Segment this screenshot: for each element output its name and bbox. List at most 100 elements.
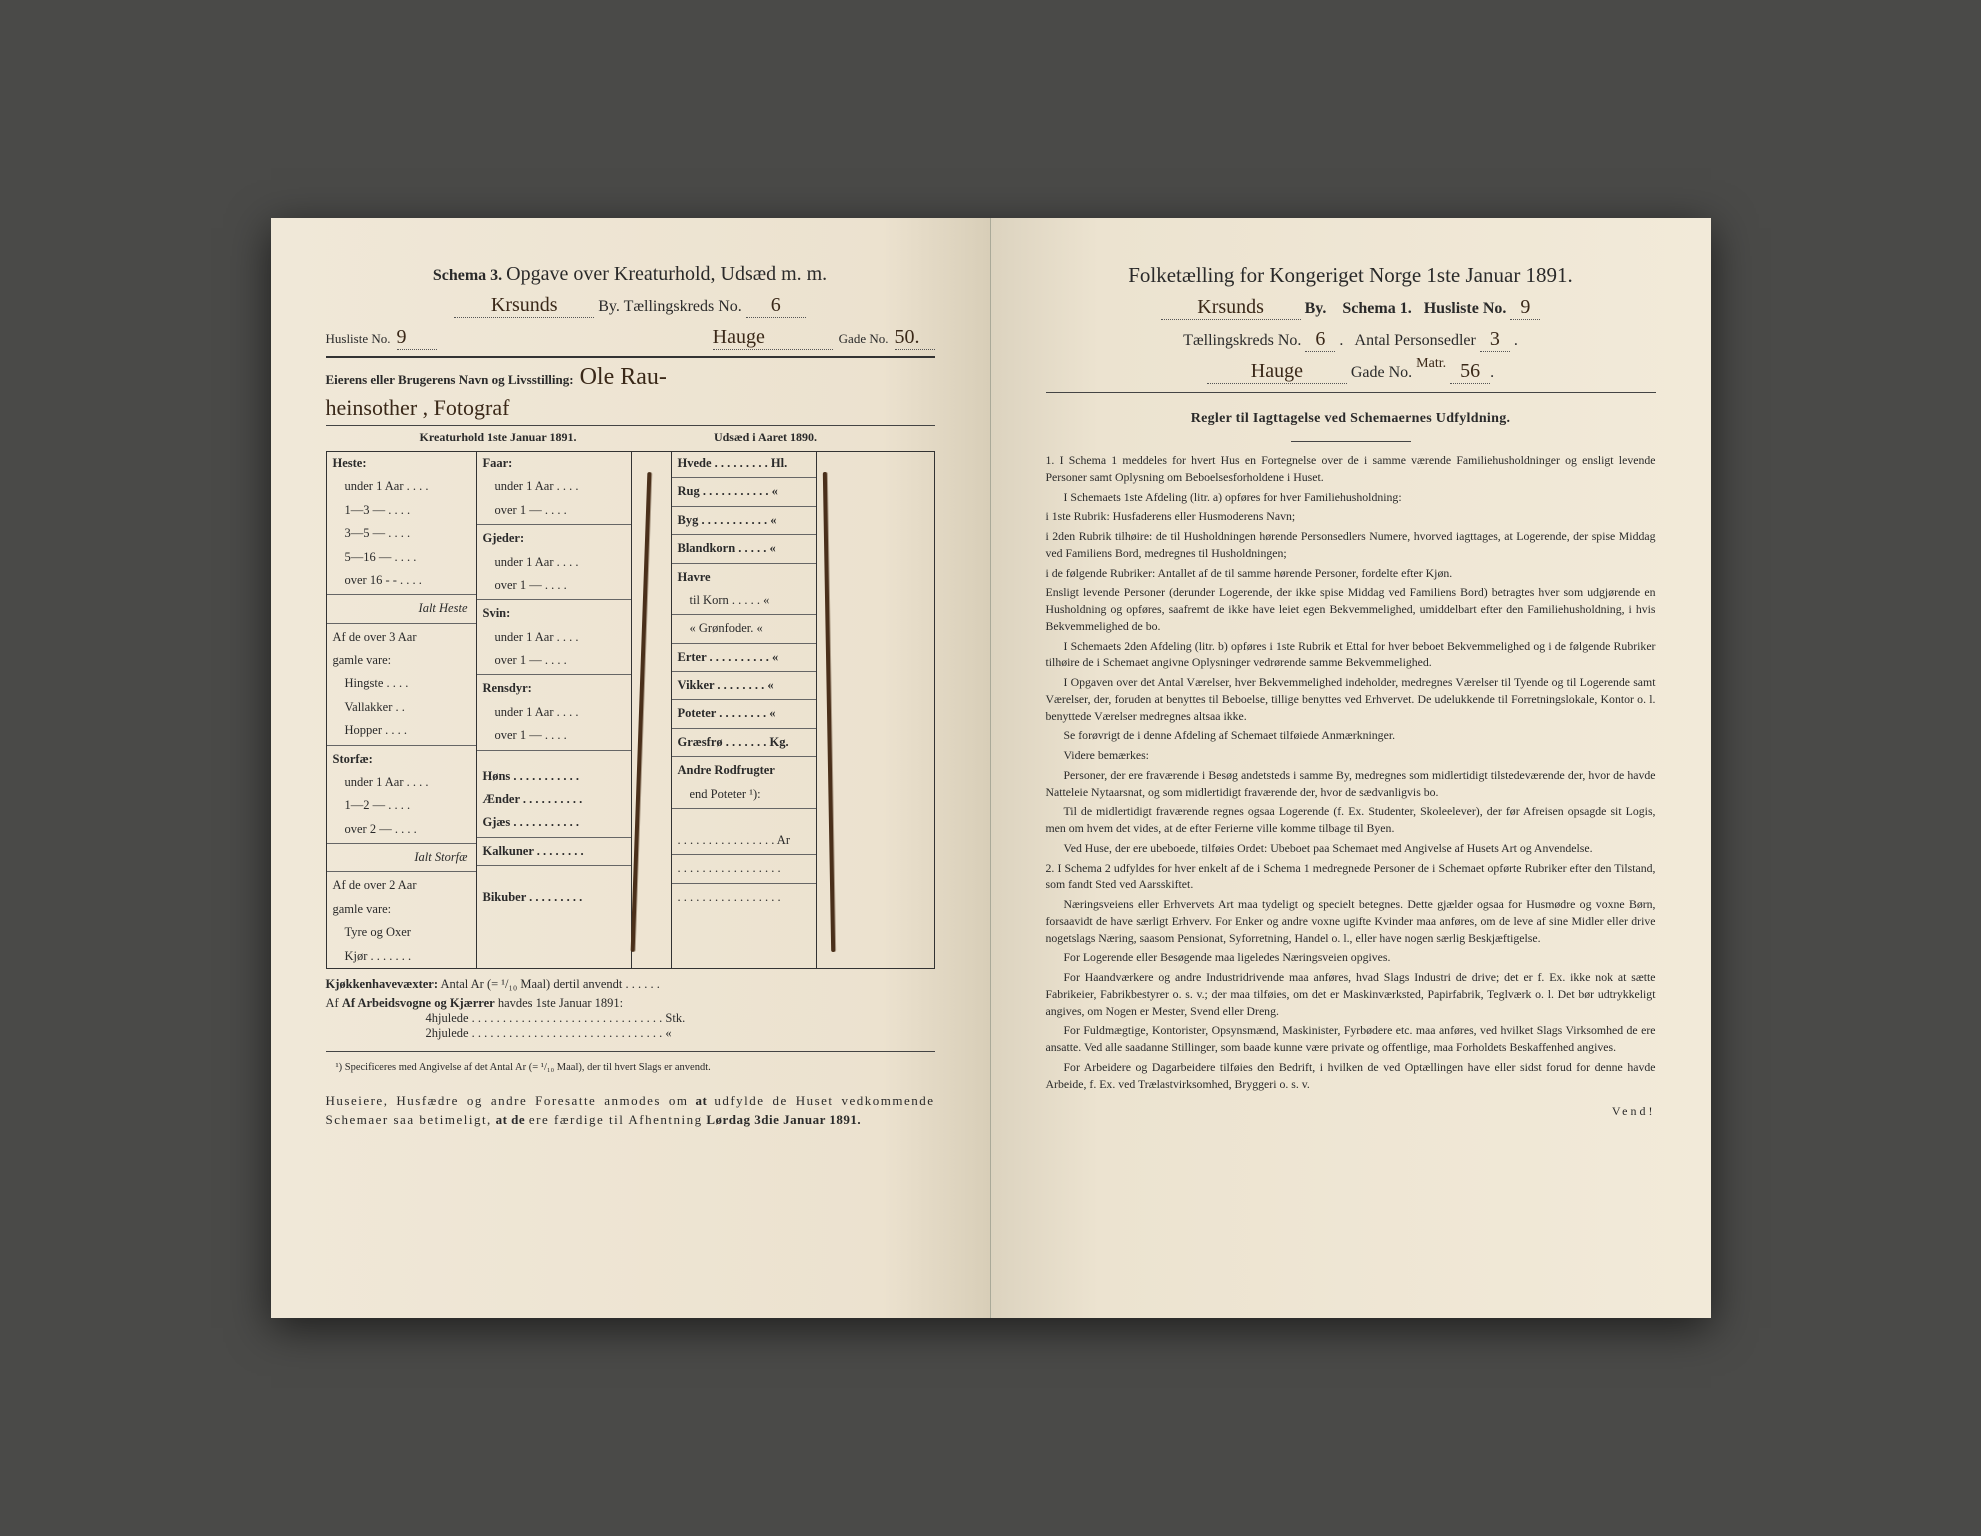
gade-hand: Hauge — [713, 326, 765, 349]
c1r: 1—3 — . . . . — [327, 499, 476, 522]
by-suffix: By. — [1305, 300, 1327, 317]
husliste-row: Husliste No. 9 Hauge Gade No. 50. — [326, 326, 935, 350]
c4r: Græsfrø . . . . . . . Kg. — [672, 731, 816, 754]
gade-label-r: Gade No. — [1351, 364, 1412, 381]
kreds-no: 6 — [771, 294, 781, 317]
ialt-heste: Ialt Heste — [327, 597, 476, 620]
rule-p: Ved Huse, der ere ubeboede, tilføies Ord… — [1046, 840, 1656, 857]
rule-p: i 2den Rubrik tilhøire: de til Husholdni… — [1046, 528, 1656, 562]
antal-label: Antal Personsedler — [1355, 332, 1476, 349]
rule-p: For Haandværkere og andre Industridriven… — [1046, 969, 1656, 1019]
kreds-no-r: 6 — [1315, 328, 1325, 351]
rule-p: I Schemaets 2den Afdeling (litr. b) opfø… — [1046, 638, 1656, 672]
c4r: . . . . . . . . . . . . . . . . . — [672, 857, 816, 880]
kreatur-table: Heste: under 1 Aar . . . . 1—3 — . . . .… — [326, 451, 935, 969]
c1r: gamle vare: — [327, 898, 476, 921]
rule-p: Til de midlertidigt fraværende regnes og… — [1046, 803, 1656, 837]
owner-hand1: Ole Rau- — [580, 364, 667, 391]
c4r: Poteter . . . . . . . . « — [672, 702, 816, 725]
c2r: over 1 — . . . . — [477, 499, 631, 522]
bottom-date: Lørdag 3die Januar 1891. — [706, 1112, 861, 1127]
c2r: Ænder . . . . . . . . . . — [477, 788, 631, 811]
c1r: Hopper . . . . — [327, 719, 476, 742]
c1r: Vallakker . . — [327, 696, 476, 719]
c4r: Andre Rodfrugter — [672, 759, 816, 782]
c1r: Kjør . . . . . . . — [327, 945, 476, 968]
header-udsaed: Udsæd i Aaret 1890. — [671, 430, 861, 445]
c1r: 5—16 — . . . . — [327, 546, 476, 569]
c2r: Høns . . . . . . . . . . . — [477, 765, 631, 788]
husliste-no-r: 9 — [1520, 296, 1530, 319]
rule-p: i de følgende Rubriker: Antallet af de t… — [1046, 565, 1656, 582]
c4r: Vikker . . . . . . . . « — [672, 674, 816, 697]
rules-title: Regler til Iagttagelse ved Schemaernes U… — [1046, 411, 1656, 427]
husliste-no: 9 — [397, 326, 407, 349]
rensdyr-head: Rensdyr: — [477, 677, 631, 700]
rule-p: For Fuldmægtige, Kontorister, Opsynsmænd… — [1046, 1022, 1656, 1056]
census-book-spread: Schema 3. Opgave over Kreaturhold, Udsæd… — [271, 218, 1711, 1318]
rule-p: Næringsveiens eller Erhvervets Art maa t… — [1046, 896, 1656, 946]
c2r: Kalkuner . . . . . . . . — [477, 840, 631, 863]
footnote: ¹) Specificeres med Angivelse af det Ant… — [326, 1062, 935, 1073]
owner-row2: heinsother , Fotograf — [326, 395, 935, 421]
by-line: Krsunds By. Tællingskreds No. 6 — [326, 294, 935, 318]
c1r: Tyre og Oxer — [327, 921, 476, 944]
by-label: By. Tællingskreds No. — [598, 298, 742, 315]
c1r: 3—5 — . . . . — [327, 522, 476, 545]
rule-p: 1. I Schema 1 meddeles for hvert Hus en … — [1046, 452, 1656, 486]
c2r: over 1 — . . . . — [477, 724, 631, 747]
faar-head: Faar: — [477, 452, 631, 475]
c4r: Rug . . . . . . . . . . . « — [672, 480, 816, 503]
storfae-head: Storfæ: — [327, 748, 476, 771]
rule-p: For Arbeidere og Dagarbeidere tilføies d… — [1046, 1059, 1656, 1093]
c4r: Byg . . . . . . . . . . . « — [672, 509, 816, 532]
c2r: over 1 — . . . . — [477, 574, 631, 597]
rule-p: i 1ste Rubrik: Husfaderens eller Husmode… — [1046, 508, 1656, 525]
arbeids-text: havdes 1ste Januar 1891: — [498, 996, 623, 1010]
bottom-note: Huseiere, Husfædre og andre Foresatte an… — [326, 1091, 935, 1130]
rule-p: I Opgaven over det Antal Værelser, hver … — [1046, 674, 1656, 724]
heste-head: Heste: — [327, 452, 476, 475]
by-hand: Krsunds — [491, 294, 558, 317]
c4r: Hvede . . . . . . . . . Hl. — [672, 452, 816, 475]
schema1-label: Schema 1. — [1342, 300, 1411, 317]
svin-head: Svin: — [477, 602, 631, 625]
gade-no: 50. — [895, 326, 920, 349]
c1r: over 16 - - . . . . — [327, 569, 476, 592]
arbeids-row: Af Af Arbeidsvogne og Kjærrer havdes 1st… — [326, 996, 935, 1011]
gade-line-r: Hauge Gade No. Matr. 56. — [1046, 360, 1656, 384]
gade-no-r: 56 — [1460, 360, 1480, 383]
c2r: under 1 Aar . . . . — [477, 626, 631, 649]
hjul4: 4hjulede . . . . . . . . . . . . . . . .… — [426, 1011, 935, 1026]
c4r: Blandkorn . . . . . « — [672, 537, 816, 560]
c2r: over 1 — . . . . — [477, 649, 631, 672]
c1r: over 2 — . . . . — [327, 818, 476, 841]
schema-label: Schema 3. — [433, 267, 502, 284]
rule-p: Se forøvrigt de i denne Afdeling af Sche… — [1046, 727, 1656, 744]
gjeder-head: Gjeder: — [477, 527, 631, 550]
census-title: Folketælling for Kongeriget Norge 1ste J… — [1046, 263, 1656, 288]
gade-hand-r: Hauge — [1251, 360, 1303, 383]
rule-p: For Logerende eller Besøgende maa ligele… — [1046, 949, 1656, 966]
title-text: Opgave over Kreaturhold, Udsæd m. m. — [506, 263, 827, 285]
c4r: til Korn . . . . . « — [672, 589, 816, 612]
owner-label: Eierens eller Brugerens Navn og Livsstil… — [326, 372, 574, 388]
c4r: end Poteter ¹): — [672, 783, 816, 806]
schema3-title: Schema 3. Opgave over Kreaturhold, Udsæd… — [326, 263, 935, 286]
by-line-r: Krsunds By. Schema 1. Husliste No. 9 — [1046, 296, 1656, 320]
owner-row: Eierens eller Brugerens Navn og Livsstil… — [326, 364, 935, 391]
c1r: 1—2 — . . . . — [327, 794, 476, 817]
kreds-line-r: Tællingskreds No. 6 . Antal Personsedler… — [1046, 328, 1656, 352]
header-kreatur: Kreaturhold 1ste Januar 1891. — [326, 430, 671, 445]
c1r: Hingste . . . . — [327, 672, 476, 695]
col-faar: Faar: under 1 Aar . . . . over 1 — . . .… — [477, 452, 632, 968]
right-page: Folketælling for Kongeriget Norge 1ste J… — [991, 218, 1711, 1318]
c4r: . . . . . . . . . . . . . . . . Ar — [672, 829, 816, 852]
kjokken-text: Antal Ar (= ¹/₁₀ Maal) dertil anvendt . … — [440, 977, 659, 991]
rule-p: 2. I Schema 2 udfyldes for hver enkelt a… — [1046, 860, 1656, 894]
matr-hand: Matr. — [1416, 356, 1446, 372]
gade-label: Gade No. — [839, 331, 889, 347]
c2r: under 1 Aar . . . . — [477, 701, 631, 724]
owner-hand2: heinsother , Fotograf — [326, 395, 510, 421]
rule-p: I Schemaets 1ste Afdeling (litr. a) opfø… — [1046, 489, 1656, 506]
